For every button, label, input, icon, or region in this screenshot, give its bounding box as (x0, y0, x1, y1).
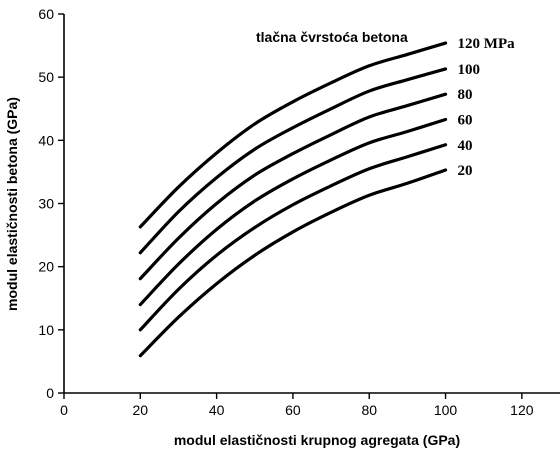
y-axis-title: modul elastičnosti betona (GPa) (4, 97, 20, 311)
axes (63, 14, 560, 394)
x-tick-label: 100 (434, 402, 458, 418)
series-line-120-mpa (138, 41, 448, 229)
x-tick-label: 20 (133, 402, 149, 418)
x-tick-label: 120 (510, 402, 534, 418)
x-axis-title: modul elastičnosti krupnog agregata (GPa… (174, 432, 460, 448)
series-label: 100 (458, 62, 481, 78)
legend-title: tlačna čvrstoća betona (256, 29, 408, 45)
series-line-100 (138, 67, 448, 255)
y-tick-label: 30 (38, 196, 54, 212)
series-lines (138, 41, 448, 358)
series-line-20 (138, 168, 448, 358)
series-label: 60 (458, 112, 473, 128)
y-tick-label: 10 (38, 322, 54, 338)
series-label: 120 MPa (458, 36, 516, 52)
series-line-40 (138, 143, 448, 332)
y-tick-label: 40 (38, 132, 54, 148)
series-line-60 (138, 117, 448, 307)
series-line-80 (138, 92, 448, 281)
series-labels: 120 MPa 100 80 60 40 20 (458, 36, 516, 179)
y-tick-label: 60 (38, 6, 54, 22)
x-tick-label: 80 (361, 402, 377, 418)
series-label: 40 (458, 138, 473, 154)
x-tick-label: 0 (60, 402, 68, 418)
y-tick-label: 20 (38, 259, 54, 275)
y-tick-label: 50 (38, 69, 54, 85)
x-tick-label: 40 (209, 402, 225, 418)
x-tick-label: 60 (285, 402, 301, 418)
y-tick-label: 0 (46, 385, 54, 401)
series-label: 20 (458, 163, 473, 179)
series-label: 80 (458, 87, 473, 103)
ticks: 0 20 40 60 80 100 120 0 10 20 30 40 50 60 (38, 6, 533, 418)
